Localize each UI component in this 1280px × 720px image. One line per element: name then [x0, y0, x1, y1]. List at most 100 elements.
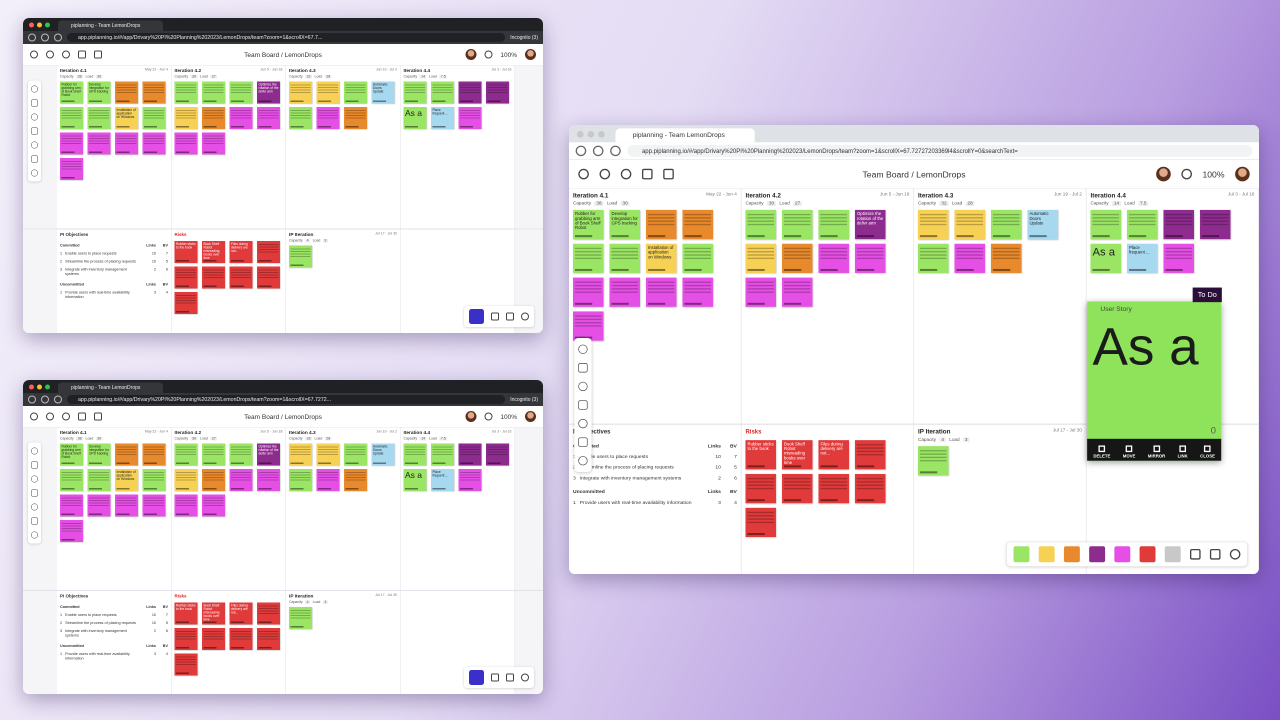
sticky-note[interactable] [403, 443, 427, 466]
sticky-note[interactable] [344, 443, 367, 466]
sticky-note[interactable] [174, 443, 198, 466]
sticky-note[interactable]: Book Shelf Robot misreading books over t… [781, 440, 813, 470]
sticky-note[interactable]: Rubber for grabbing arm of Book Shelf Ro… [60, 443, 83, 466]
icon[interactable] [578, 363, 588, 373]
sticky-note[interactable] [229, 443, 253, 466]
sticky-note[interactable] [174, 132, 198, 155]
sticky-note[interactable] [572, 277, 604, 307]
sticky-note[interactable] [745, 474, 776, 504]
color-swatch[interactable] [1114, 546, 1131, 563]
icon[interactable] [31, 503, 38, 511]
sticky-note[interactable]: Develop integration for GPS tracking [609, 209, 640, 240]
icon[interactable] [578, 437, 588, 447]
sticky-note[interactable] [344, 81, 367, 104]
sticky-note[interactable]: Files during delivery are not... [818, 440, 849, 470]
sticky-note[interactable] [316, 107, 340, 129]
sticky-note[interactable] [781, 277, 813, 307]
sticky-note[interactable] [142, 494, 166, 517]
icon[interactable] [28, 395, 36, 404]
icon[interactable] [31, 127, 38, 135]
primary-button[interactable] [469, 670, 484, 685]
sticky-note[interactable] [818, 474, 849, 504]
sticky-note[interactable] [202, 107, 225, 129]
sticky-note[interactable] [229, 81, 253, 104]
icon[interactable] [599, 168, 611, 180]
card-action[interactable]: MIRROR [1148, 445, 1165, 459]
primary-button[interactable] [469, 309, 484, 324]
sticky-note[interactable] [289, 469, 312, 491]
sticky-note[interactable] [572, 243, 604, 273]
sticky-note[interactable] [202, 628, 225, 651]
sticky-note[interactable] [682, 209, 713, 240]
sticky-note[interactable]: Book Shelf Robot misreading books over t… [202, 602, 225, 625]
icon[interactable] [484, 50, 493, 59]
browser-tab[interactable]: piplanning - Team LemonDrops [58, 20, 163, 31]
icon[interactable] [1209, 548, 1221, 560]
window-button[interactable] [598, 130, 605, 138]
sticky-note[interactable] [682, 277, 713, 307]
sticky-note[interactable] [954, 243, 985, 273]
sticky-note[interactable] [781, 243, 813, 273]
sticky-note[interactable] [60, 158, 83, 180]
color-swatch[interactable] [1013, 546, 1030, 563]
card-action[interactable]: CLOSE [1200, 445, 1215, 459]
icon[interactable] [31, 155, 38, 163]
icon[interactable] [54, 33, 62, 42]
icon[interactable] [578, 456, 588, 466]
color-swatch[interactable] [1139, 546, 1156, 563]
sticky-note[interactable] [609, 277, 640, 307]
icon[interactable] [491, 312, 499, 321]
window-button[interactable] [576, 130, 584, 138]
sticky-note[interactable] [60, 520, 83, 542]
icon[interactable] [610, 145, 621, 157]
card-action[interactable]: DELETE [1093, 445, 1110, 459]
icon[interactable] [31, 113, 38, 121]
icon[interactable] [663, 168, 674, 180]
sticky-note[interactable] [458, 469, 482, 491]
sticky-note[interactable] [257, 241, 280, 264]
card-status[interactable]: To Do [1192, 287, 1222, 303]
sticky-note[interactable] [854, 440, 886, 470]
sticky-note[interactable] [202, 494, 225, 517]
sticky-note[interactable] [316, 443, 340, 466]
sticky-note[interactable] [60, 132, 83, 155]
icon[interactable] [78, 412, 86, 421]
objective-row[interactable]: 3 Integrate with inventory management sys… [60, 267, 168, 276]
url-field[interactable]: app.piplanning.io/#/app/Drivary%20PI%20P… [67, 33, 506, 42]
sticky-note[interactable]: Develop integration for GPS tracking [87, 443, 111, 466]
sticky-note[interactable] [486, 443, 509, 466]
sticky-note[interactable] [174, 653, 198, 676]
sticky-note[interactable] [990, 243, 1022, 273]
sticky-note[interactable] [229, 469, 253, 491]
icon[interactable] [506, 673, 514, 682]
objective-row[interactable]: 1 Provide users with real-time availabili… [573, 499, 737, 505]
sticky-note[interactable] [781, 474, 813, 504]
sticky-note[interactable]: Rubber sticks to the book [745, 440, 776, 470]
avatar[interactable] [465, 49, 477, 60]
sticky-note[interactable] [174, 81, 198, 104]
color-swatch[interactable] [1089, 546, 1106, 563]
icon[interactable] [31, 169, 38, 177]
icon[interactable] [491, 673, 499, 682]
sticky-note[interactable] [990, 209, 1022, 240]
color-swatch[interactable] [1164, 546, 1181, 563]
sticky-note[interactable] [745, 507, 776, 538]
sticky-note[interactable]: Rubber for grabbing arm of Book Shelf Ro… [572, 209, 604, 240]
sticky-note[interactable] [202, 469, 225, 491]
icon[interactable] [41, 33, 49, 42]
icon[interactable] [484, 412, 493, 421]
sticky-note[interactable] [917, 446, 949, 476]
sticky-note[interactable] [431, 443, 454, 466]
icon[interactable] [31, 475, 38, 483]
sticky-note[interactable]: Rubber sticks to the book [174, 241, 198, 264]
sticky-note[interactable] [458, 107, 482, 129]
icon[interactable] [521, 673, 529, 682]
sticky-note[interactable] [572, 311, 604, 341]
icon[interactable] [30, 412, 38, 421]
sticky-note[interactable] [645, 209, 677, 240]
icon[interactable] [1181, 168, 1192, 180]
sticky-note[interactable]: Files during delivery are not... [229, 241, 253, 264]
sticky-note[interactable] [142, 443, 166, 466]
